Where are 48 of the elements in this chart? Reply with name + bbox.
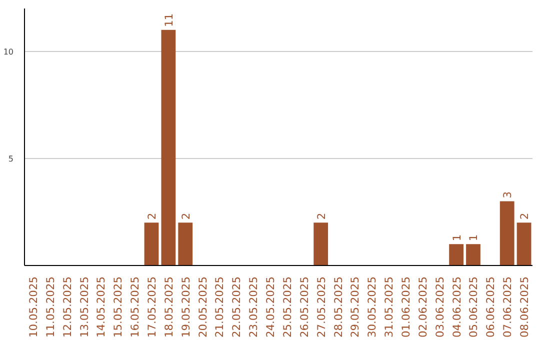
x-tick-label: 08.06.2025 <box>518 276 532 338</box>
x-tick-label: 21.05.2025 <box>213 276 226 338</box>
x-tick-label: 18.05.2025 <box>162 276 176 338</box>
x-tick-label: 02.06.2025 <box>416 276 430 338</box>
bar <box>178 222 193 266</box>
bar <box>314 222 328 266</box>
x-tick-label: 23.05.2025 <box>247 276 260 338</box>
y-tick-label: 10 <box>3 47 14 56</box>
data-label: 2 <box>518 212 532 220</box>
x-tick-label: 20.05.2025 <box>196 276 210 338</box>
x-tick-label: 26.05.2025 <box>298 276 311 338</box>
x-tick-label: 19.05.2025 <box>179 276 192 338</box>
y-tick-label: 5 <box>8 154 14 164</box>
x-tick-label: 30.05.2025 <box>366 276 379 338</box>
data-label: 3 <box>501 191 514 198</box>
x-tick-label: 04.06.2025 <box>450 276 464 338</box>
x-tick-label: 25.05.2025 <box>280 276 294 338</box>
x-tick-label: 24.05.2025 <box>264 276 278 338</box>
x-tick-label: 14.05.2025 <box>94 276 108 338</box>
x-tick-label: 05.06.2025 <box>467 276 480 338</box>
x-tick-label: 11.05.2025 <box>44 276 57 338</box>
x-tick-label: 22.05.2025 <box>230 276 244 338</box>
x-tick-label: 28.05.2025 <box>332 276 345 338</box>
data-label: 11 <box>162 13 176 27</box>
x-tick-label: 29.05.2025 <box>348 276 362 338</box>
x-tick-label: 13.05.2025 <box>78 276 91 338</box>
bar <box>500 201 514 266</box>
x-tick-label: 16.05.2025 <box>128 276 142 338</box>
x-tick-label: 01.06.2025 <box>400 276 412 338</box>
data-label: 1 <box>450 234 464 242</box>
x-tick-label: 31.05.2025 <box>382 276 396 338</box>
x-tick-label: 10.05.2025 <box>26 276 40 338</box>
bar <box>449 244 464 266</box>
data-label: 2 <box>146 212 158 220</box>
bar <box>144 222 159 266</box>
x-tick-label: 27.05.2025 <box>314 276 328 338</box>
bar <box>161 30 176 266</box>
bar <box>466 244 480 266</box>
x-tick-label: 06.06.2025 <box>484 276 498 338</box>
data-label: 1 <box>467 234 480 242</box>
x-tick-label: 12.05.2025 <box>60 276 74 338</box>
x-tick-label: 15.05.2025 <box>112 276 125 338</box>
x-tick-label: 07.06.2025 <box>501 276 514 338</box>
data-label: 2 <box>179 212 192 220</box>
x-tick-label: 17.05.2025 <box>146 276 158 338</box>
data-label: 2 <box>314 212 328 220</box>
x-tick-label: 03.06.2025 <box>433 276 446 338</box>
bar <box>516 222 532 266</box>
